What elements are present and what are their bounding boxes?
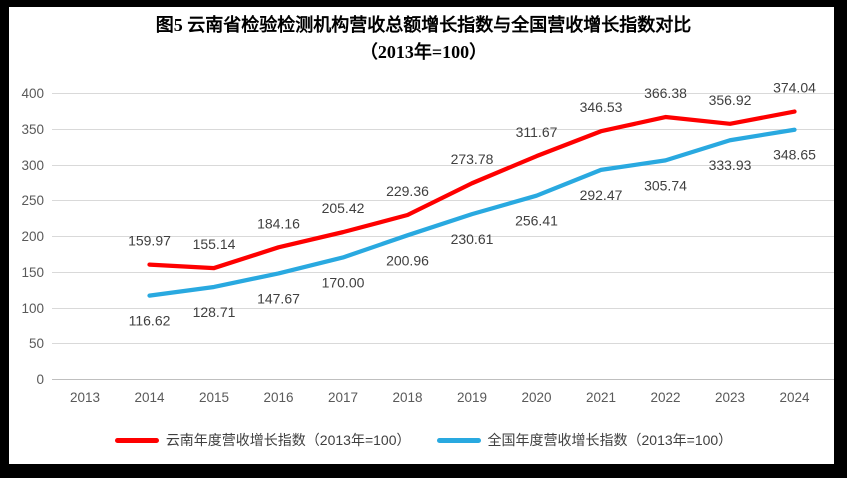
legend: 云南年度营收增长指数（2013年=100） 全国年度营收增长指数（2013年=1… — [0, 430, 847, 450]
x-tick-label: 2022 — [650, 390, 680, 405]
x-tick-label: 2015 — [199, 390, 229, 405]
data-label: 159.97 — [128, 233, 171, 249]
y-tick-label: 0 — [36, 372, 44, 387]
data-label: 311.67 — [516, 124, 558, 140]
data-label: 305.74 — [644, 177, 687, 193]
x-tick-label: 2023 — [715, 390, 745, 405]
yunnan-line-swatch — [114, 437, 159, 443]
x-tick-label: 2014 — [134, 390, 165, 405]
data-label: 348.65 — [773, 147, 816, 163]
data-label: 356.92 — [709, 92, 752, 108]
y-tick-label: 150 — [21, 265, 44, 280]
x-tick-label: 2020 — [521, 390, 551, 405]
data-label: 333.93 — [709, 157, 752, 173]
x-tick-label: 2019 — [457, 390, 487, 405]
legend-label-national: 全国年度营收增长指数（2013年=100） — [487, 432, 733, 448]
y-tick-label: 100 — [21, 301, 44, 316]
data-label: 205.42 — [322, 200, 365, 216]
x-tick-label: 2024 — [779, 390, 810, 405]
data-label: 128.71 — [193, 304, 236, 320]
data-label: 147.67 — [257, 290, 300, 306]
y-tick-label: 50 — [29, 336, 44, 351]
x-tick-label: 2016 — [263, 390, 293, 405]
data-label: 116.62 — [129, 313, 171, 329]
data-label: 374.04 — [773, 80, 816, 96]
chart-title-line2: （2013年=100） — [359, 42, 488, 62]
y-tick-label: 300 — [21, 158, 44, 173]
data-label: 200.96 — [386, 252, 429, 268]
y-tick-label: 400 — [21, 86, 44, 101]
y-tick-label: 250 — [21, 193, 44, 208]
data-label: 170.00 — [322, 274, 365, 290]
x-tick-label: 2017 — [328, 390, 358, 405]
legend-item-yunnan: 云南年度营收增长指数（2013年=100） — [114, 430, 411, 450]
data-label: 230.61 — [451, 231, 494, 247]
data-label: 273.78 — [451, 151, 494, 167]
x-tick-label: 2013 — [70, 390, 100, 405]
data-label: 366.38 — [644, 85, 687, 101]
y-tick-label: 200 — [21, 229, 44, 244]
data-label: 256.41 — [515, 213, 558, 229]
data-label: 346.53 — [580, 99, 623, 115]
national-line-swatch — [436, 437, 481, 443]
chart-title: 图5 云南省检验检测机构营收总额增长指数与全国营收增长指数对比 （2013年=1… — [0, 12, 847, 66]
data-label: 229.36 — [386, 183, 429, 199]
legend-item-national: 全国年度营收增长指数（2013年=100） — [436, 430, 733, 450]
legend-label-yunnan: 云南年度营收增长指数（2013年=100） — [165, 432, 411, 448]
y-tick-label: 350 — [21, 122, 44, 137]
data-label: 292.47 — [580, 187, 623, 203]
data-label: 155.14 — [193, 236, 236, 252]
chart-title-line1: 图5 云南省检验检测机构营收总额增长指数与全国营收增长指数对比 — [155, 15, 692, 35]
x-tick-label: 2018 — [392, 390, 422, 405]
national-series-line — [147, 127, 797, 298]
x-tick-label: 2021 — [586, 390, 616, 405]
yunnan-series-line — [147, 109, 797, 271]
data-label: 184.16 — [257, 215, 300, 231]
